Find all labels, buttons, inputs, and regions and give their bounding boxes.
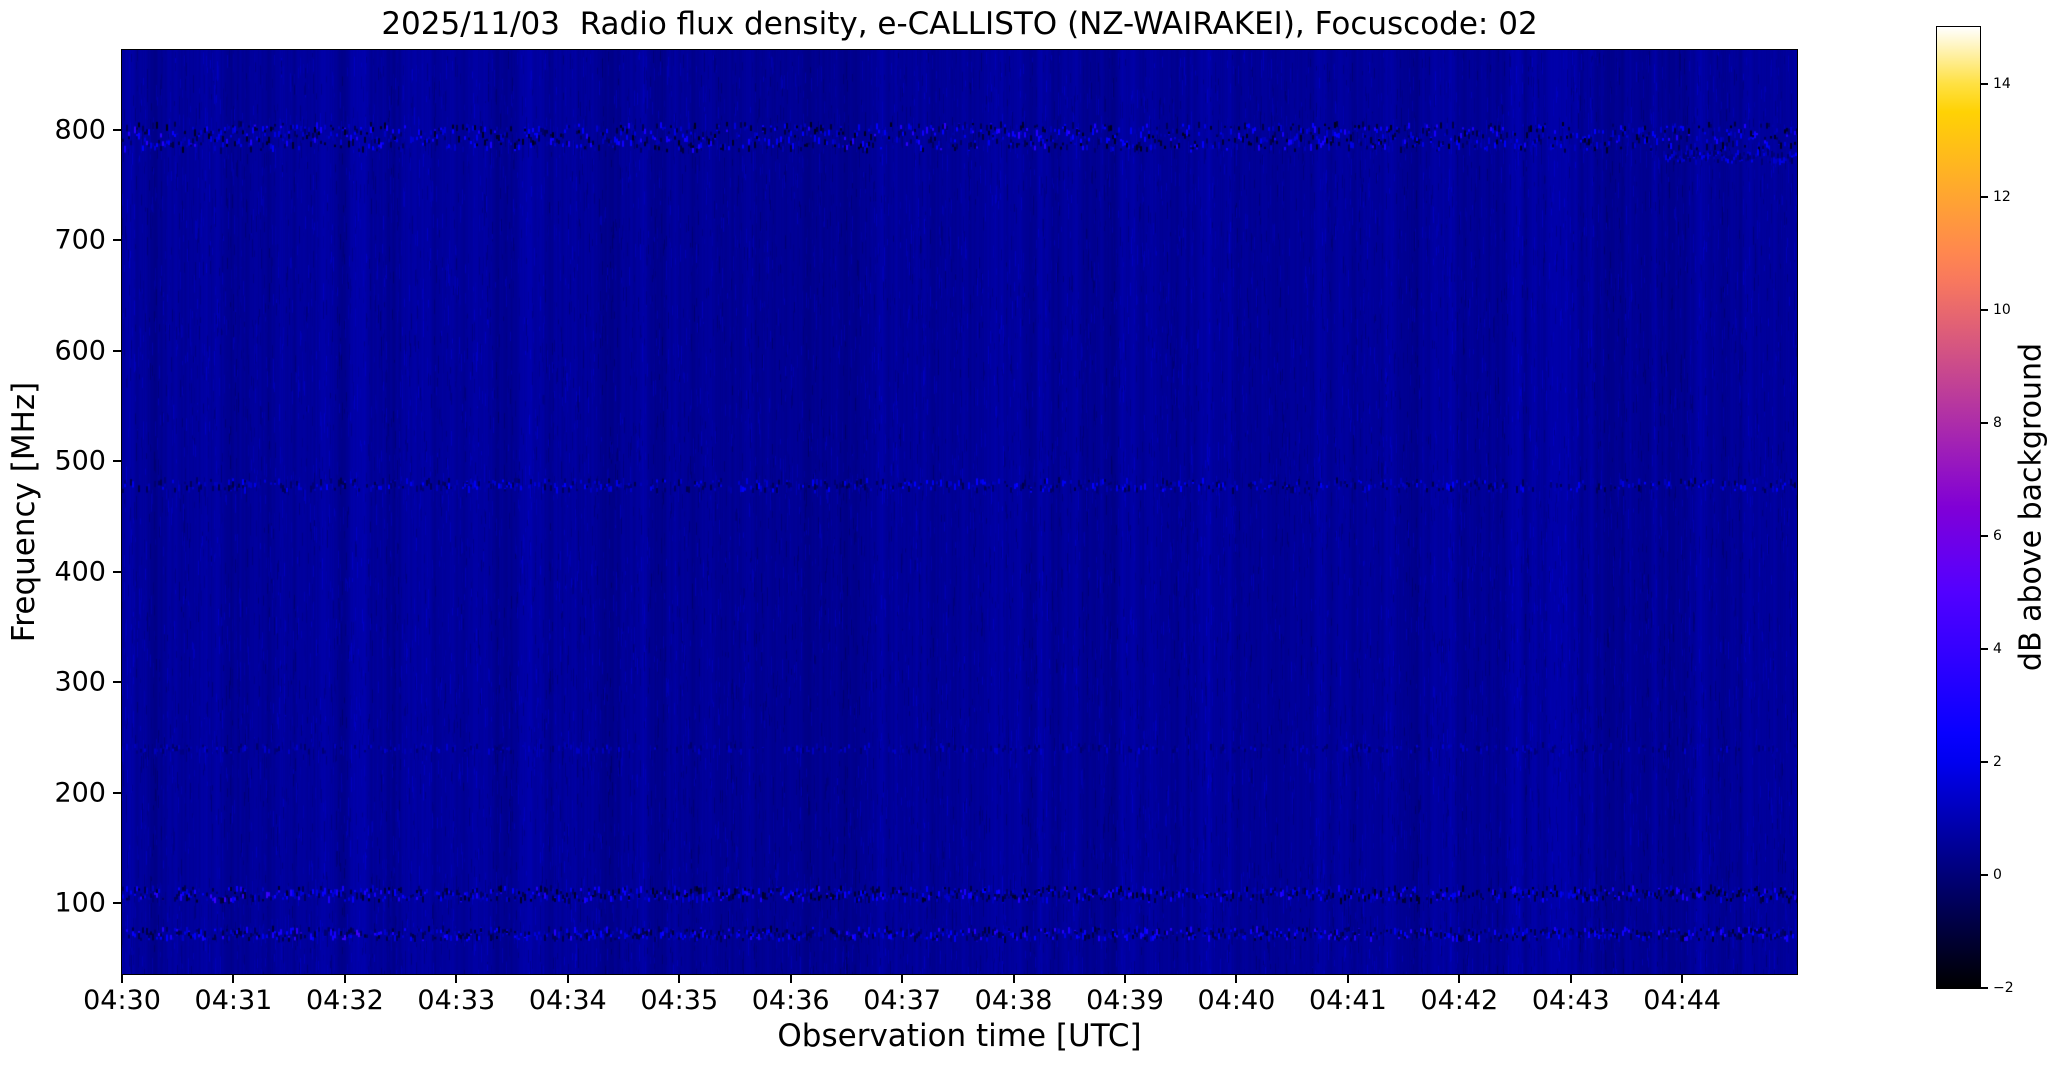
y-tick-mark [113,349,121,352]
y-tick-mark [113,902,121,905]
x-tick-mark [901,975,904,983]
x-tick-label: 04:44 [1643,985,1722,1016]
y-tick-label: 500 [54,445,106,477]
spectrogram-plot [121,49,1798,975]
x-tick-mark [1123,975,1126,983]
y-tick-mark [113,681,121,684]
x-tick-mark [1235,975,1238,983]
x-tick-label: 04:41 [1308,985,1387,1016]
colorbar-tick-label: 10 [1993,301,2011,318]
colorbar-tick-mark [1981,308,1988,311]
colorbar-tick-mark [1981,873,1988,876]
x-tick-mark [566,975,569,983]
colorbar-tick-label: −2 [1993,980,2014,996]
x-tick-label: 04:43 [1531,985,1610,1016]
colorbar-tick-label: 2 [1993,753,2002,770]
spectrogram-image [122,50,1797,974]
x-tick-label: 04:42 [1420,985,1499,1016]
y-tick-label: 700 [54,224,106,256]
x-tick-label: 04:40 [1197,985,1276,1016]
colorbar-tick-label: 12 [1993,188,2011,205]
colorbar-tick-label: 6 [1993,527,2002,544]
colorbar-tick-label: 0 [1993,866,2002,883]
x-tick-mark [1458,975,1461,983]
colorbar-tick-mark [1981,760,1988,763]
x-tick-label: 04:34 [528,985,607,1016]
y-tick-label: 100 [54,887,106,919]
colorbar-tick-mark [1981,82,1988,85]
y-tick-mark [113,239,121,242]
x-axis-label: Observation time [UTC] [777,1018,1142,1054]
x-tick-mark [232,975,235,983]
x-tick-label: 04:32 [305,985,384,1016]
y-tick-mark [113,570,121,573]
x-tick-label: 04:31 [194,985,273,1016]
x-tick-mark [343,975,346,983]
y-axis-label: Frequency [MHz] [6,381,42,643]
x-tick-mark [789,975,792,983]
x-tick-label: 04:39 [1086,985,1164,1016]
colorbar-tick-label: 14 [1993,75,2011,92]
x-tick-label: 04:37 [863,985,941,1016]
colorbar-tick-mark [1981,647,1988,650]
x-tick-label: 04:35 [640,985,719,1016]
y-tick-label: 600 [54,335,106,367]
y-tick-label: 300 [54,666,106,698]
x-tick-mark [1012,975,1015,983]
y-tick-label: 400 [54,556,106,588]
x-tick-label: 04:30 [83,985,161,1016]
colorbar-label: dB above background [2013,342,2049,672]
x-tick-mark [1346,975,1349,983]
x-tick-mark [455,975,458,983]
colorbar-tick-mark [1981,195,1988,198]
x-tick-label: 04:36 [751,985,830,1016]
chart-title: 2025/11/03 Radio flux density, e-CALLIST… [381,6,1538,42]
y-tick-mark [113,791,121,794]
x-tick-mark [1681,975,1684,983]
y-tick-mark [113,460,121,463]
colorbar-tick-label: 4 [1993,640,2002,657]
y-tick-mark [113,128,121,131]
x-tick-mark [121,975,123,983]
x-tick-mark [1569,975,1572,983]
x-tick-label: 04:33 [417,985,496,1016]
y-tick-label: 800 [54,114,106,146]
colorbar-tick-mark [1981,421,1988,424]
colorbar-tick-label: 8 [1993,414,2002,431]
y-tick-label: 200 [54,777,106,809]
colorbar-tick-mark [1981,987,1988,989]
colorbar [1936,26,1981,989]
x-tick-label: 04:38 [974,985,1053,1016]
colorbar-tick-mark [1981,534,1988,537]
x-tick-mark [678,975,681,983]
